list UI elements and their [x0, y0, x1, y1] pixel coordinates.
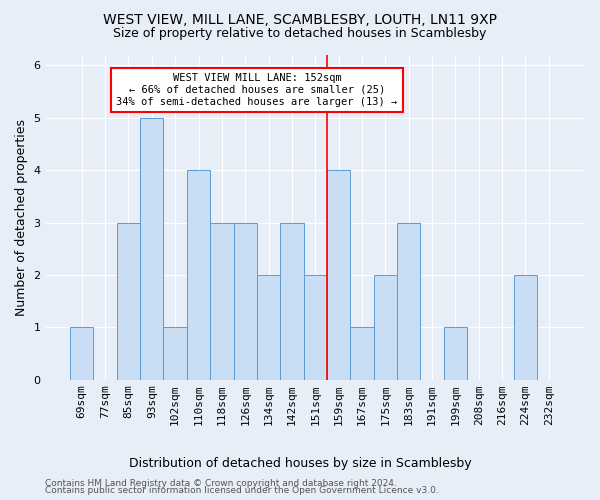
Text: Distribution of detached houses by size in Scamblesby: Distribution of detached houses by size … [128, 458, 472, 470]
Bar [350, 328, 374, 380]
Text: Contains public sector information licensed under the Open Government Licence v3: Contains public sector information licen… [45, 486, 439, 495]
Bar [444, 328, 467, 380]
Bar [304, 275, 327, 380]
Bar [233, 222, 257, 380]
Bar [514, 275, 537, 380]
Text: Size of property relative to detached houses in Scamblesby: Size of property relative to detached ho… [113, 28, 487, 40]
Bar [117, 222, 140, 380]
Bar [210, 222, 233, 380]
Bar [397, 222, 421, 380]
Bar [327, 170, 350, 380]
Text: Contains HM Land Registry data © Crown copyright and database right 2024.: Contains HM Land Registry data © Crown c… [45, 478, 397, 488]
Bar [280, 222, 304, 380]
Bar [257, 275, 280, 380]
Bar [187, 170, 210, 380]
Bar [163, 328, 187, 380]
Bar [374, 275, 397, 380]
Bar [140, 118, 163, 380]
Text: WEST VIEW, MILL LANE, SCAMBLESBY, LOUTH, LN11 9XP: WEST VIEW, MILL LANE, SCAMBLESBY, LOUTH,… [103, 12, 497, 26]
Y-axis label: Number of detached properties: Number of detached properties [15, 119, 28, 316]
Bar [70, 328, 94, 380]
Text: WEST VIEW MILL LANE: 152sqm
← 66% of detached houses are smaller (25)
34% of sem: WEST VIEW MILL LANE: 152sqm ← 66% of det… [116, 74, 398, 106]
